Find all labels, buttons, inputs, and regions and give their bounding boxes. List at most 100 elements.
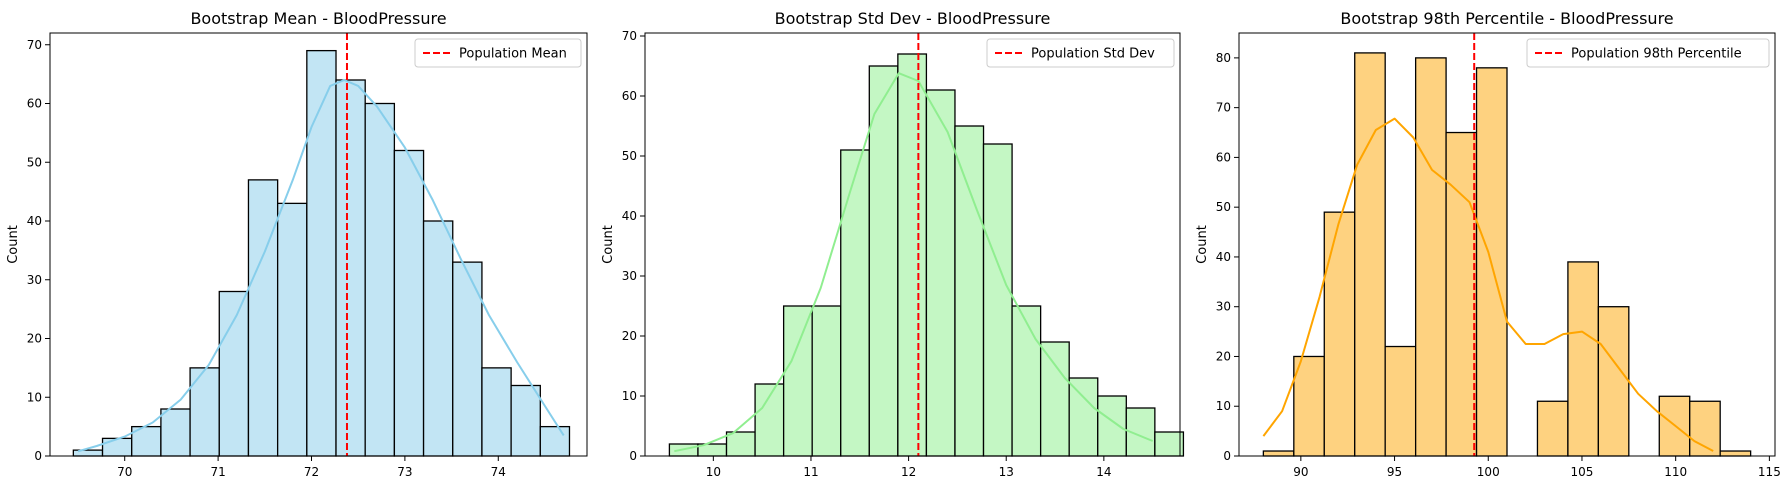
x-tick-label: 14 [1096,465,1111,479]
plot-frame [644,32,1181,457]
y-tick-label: 60 [27,97,42,111]
y-axis-label: Count [6,225,21,264]
histogram-bar [811,305,842,457]
histogram-bar [160,408,191,457]
histogram-bar [1384,345,1417,457]
y-tick-label: 10 [1216,399,1231,413]
x-tick-label: 12 [901,465,916,479]
histogram-bar [782,305,813,457]
y-axis-label: Count [601,225,616,264]
y-tick-label: 40 [622,209,637,223]
histogram-bar [1323,211,1356,457]
histogram-bar [840,149,870,457]
histogram-bar [1011,305,1042,457]
chart-2: 10 11 12 13 14 0 10 20 30 40 50 60 70 Count Bootstrap … [601,9,1185,479]
legend-label: Population 98th Percentile [1571,47,1742,62]
histogram-bar [539,425,571,457]
kde-curve [77,79,565,453]
histogram-bar [868,65,899,457]
legend-box [414,38,582,68]
y-tick-label: 20 [1216,349,1231,363]
x-tick-label: 73 [397,465,412,479]
y-tick-label: 30 [1216,300,1231,314]
legend-label: Population Mean [459,47,567,62]
y-tick-label: 70 [622,29,637,43]
x-tick-label: 74 [491,465,506,479]
y-tick-label: 50 [27,155,42,169]
x-tick-label: 105 [1571,465,1594,479]
histogram-bar [1125,407,1156,457]
chart-1: 70 71 72 73 74 0 10 20 30 40 50 60 70 Count Bootstrap … [6,9,588,479]
legend-box [986,38,1175,68]
histogram-bar [1293,355,1325,457]
plot-frame [49,32,588,457]
histogram-bar [897,53,928,457]
histogram-bar [510,384,541,457]
legend: Population 98th Percentile [1526,38,1770,68]
x-tick-label: 110 [1664,465,1687,479]
histogram-bar [306,49,337,457]
histogram-bar [1536,400,1569,457]
chart-title: Bootstrap Std Dev - BloodPressure [775,9,1051,28]
y-tick-label: 30 [622,269,637,283]
histogram-bar [1154,431,1185,457]
y-tick-label: 0 [34,449,42,463]
histogram-bar [364,102,396,457]
legend-box [1526,38,1770,68]
histogram-bar [982,143,1013,457]
legend-label: Population Std Dev [1031,47,1155,62]
chart-title: Bootstrap 98th Percentile - BloodPressur… [1340,9,1673,28]
y-tick-label: 50 [622,149,637,163]
histogram-bar [925,89,956,457]
histogram-bar [725,431,756,457]
y-tick-label: 40 [27,214,42,228]
kde-curve [674,72,1154,453]
histogram-bar [1719,450,1752,457]
histogram-bar [247,179,279,457]
histogram-bar [393,149,425,457]
x-tick-label: 90 [1293,465,1308,479]
histogram-bar [481,367,512,457]
y-axis-label: Count [1195,225,1210,264]
histogram-bar [422,220,454,457]
x-tick-label: 115 [1758,465,1781,479]
histogram-bar [1068,377,1099,457]
y-tick-label: 60 [622,89,637,103]
histogram-bar [218,290,250,457]
x-tick-label: 13 [999,465,1014,479]
y-tick-label: 10 [622,389,637,403]
x-tick-label: 11 [803,465,818,479]
legend: Population Std Dev [986,38,1175,68]
x-tick-label: 72 [304,465,319,479]
y-tick-label: 0 [1223,449,1231,463]
y-tick-label: 60 [1216,150,1231,164]
histogram-bar [101,437,133,457]
y-tick-label: 70 [1216,101,1231,115]
histogram-bar [1597,306,1630,457]
x-tick-label: 95 [1387,465,1402,479]
x-tick-label: 100 [1477,465,1500,479]
legend: Population Mean [414,38,582,68]
x-tick-label: 10 [706,465,721,479]
histogram-bar [1097,395,1127,457]
y-tick-label: 80 [1216,51,1231,65]
histogram-bar [1414,57,1447,457]
histogram-bar [72,449,104,457]
histogram-bar [1039,341,1070,457]
y-tick-label: 20 [622,329,637,343]
y-tick-label: 0 [629,449,637,463]
histogram-bar [335,79,366,457]
y-tick-label: 40 [1216,250,1231,264]
chart-title: Bootstrap Mean - BloodPressure [190,9,446,28]
y-tick-label: 10 [27,390,42,404]
chart-3: 90 95 100 105 110 115 0 10 20 30 40 50 60 70 80 Count Bo… [1195,9,1781,479]
y-tick-label: 30 [27,273,42,287]
plot-frame [1238,32,1776,457]
histogram-bar [1567,261,1600,457]
x-tick-label: 71 [210,465,225,479]
histogram-bar [1262,450,1295,457]
histogram-bar [1689,400,1721,457]
y-tick-label: 20 [27,332,42,346]
y-tick-label: 70 [27,38,42,52]
